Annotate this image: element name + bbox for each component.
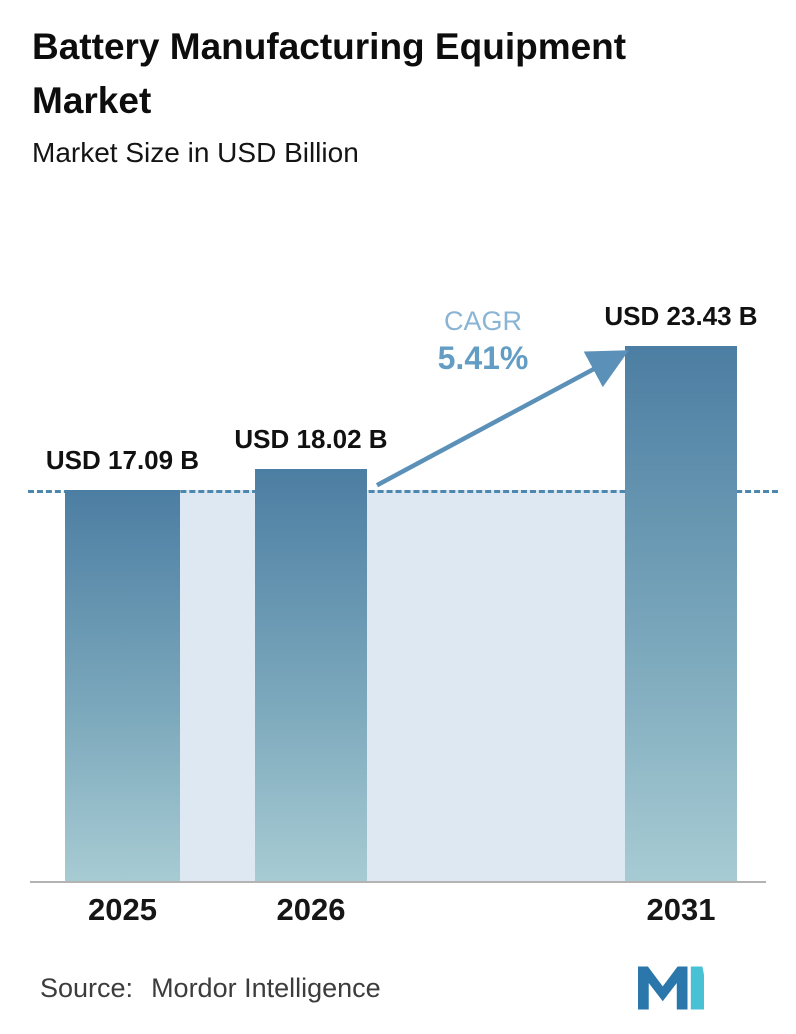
cagr-label: CAGR	[443, 306, 523, 336]
bar-2031	[625, 345, 737, 881]
tick-label-2031: 2031	[646, 892, 716, 927]
cagr-value: 5.41%	[437, 340, 529, 376]
baseline-dashed-line	[28, 490, 778, 494]
plot-area: USD 17.09 B USD 18.02 B USD 23.43 B CAGR…	[28, 280, 778, 927]
value-label-2026: USD 18.02 B	[234, 424, 388, 455]
bar-2025	[65, 490, 180, 881]
source-label: Source:	[40, 972, 134, 1003]
chart-title: Battery Manufacturing Equipment Market	[32, 26, 627, 121]
value-label-2031: USD 23.43 B	[604, 300, 758, 331]
chart-subtitle: Market Size in USD Billion	[32, 137, 359, 168]
value-label-2025: USD 17.09 B	[45, 445, 200, 476]
source-attribution: Source: Mordor Intelligence	[40, 973, 381, 1004]
bar-2026	[255, 469, 367, 881]
tick-label-2026: 2026	[276, 892, 346, 927]
mordor-intelligence-logo	[638, 966, 704, 1010]
footer: Source: Mordor Intelligence	[40, 964, 756, 1012]
cagr-annotation: CAGR 5.41%	[438, 306, 529, 377]
tick-label-2025: 2025	[88, 892, 157, 927]
source-value: Mordor Intelligence	[151, 972, 381, 1003]
